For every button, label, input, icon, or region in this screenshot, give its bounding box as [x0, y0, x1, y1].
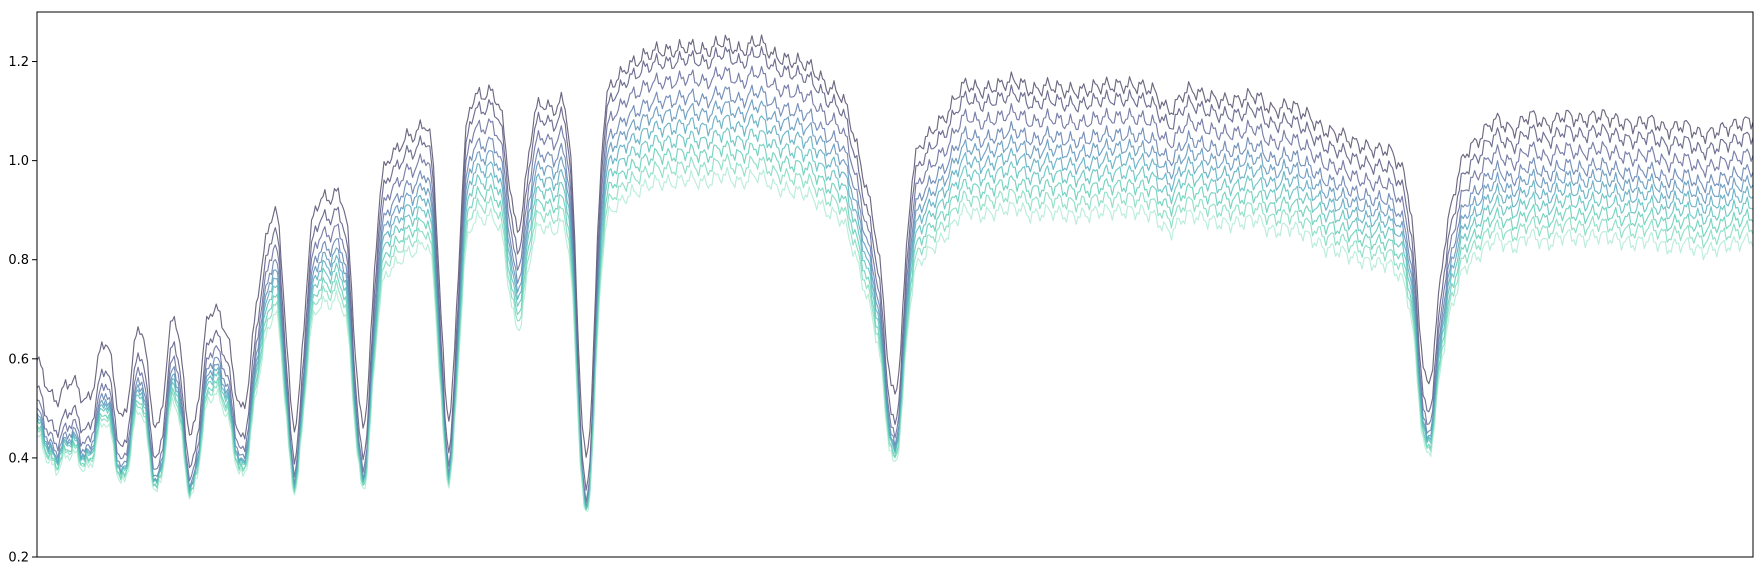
plot-frame — [36, 11, 1754, 558]
series-line-10 — [36, 166, 1754, 512]
y-tick-label: 1.2 — [8, 55, 29, 70]
series-line-3 — [36, 65, 1754, 503]
series-line-8 — [36, 140, 1754, 511]
y-tick-label: 0.4 — [8, 451, 29, 466]
y-tick-label: 0.2 — [8, 551, 29, 566]
series-line-9 — [36, 153, 1754, 510]
y-tick-label: 1.0 — [8, 154, 29, 169]
y-tick-label: 0.8 — [8, 253, 29, 268]
y-tick-label: 0.6 — [8, 352, 29, 367]
series-layer — [36, 34, 1754, 512]
series-line-1 — [36, 34, 1754, 458]
series-line-7 — [36, 127, 1754, 509]
series-line-6 — [36, 113, 1754, 510]
series-line-5 — [36, 99, 1754, 511]
series-line-2 — [36, 46, 1754, 491]
series-line-4 — [36, 84, 1754, 508]
y-axis: 0.2 0.4 0.6 0.8 1.0 1.2 — [8, 55, 37, 566]
